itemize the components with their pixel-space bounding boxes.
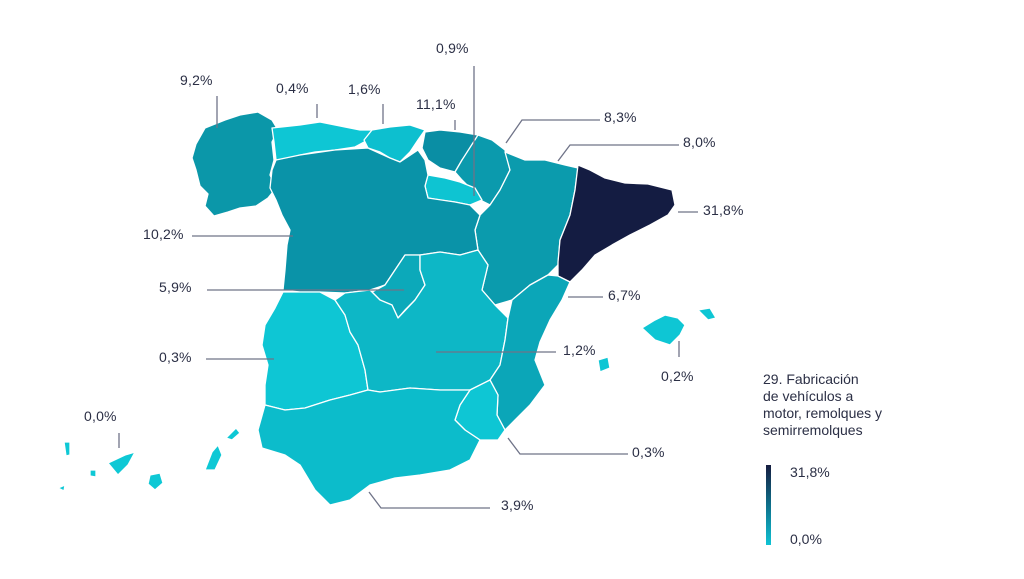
label-cantabria: 1,6% [348, 81, 381, 97]
region-canarias-fuerteventura[interactable] [204, 444, 223, 471]
label-pais-vasco: 11,1% [416, 96, 456, 112]
label-extremadura: 0,3% [159, 349, 192, 365]
leader-andalucia [368, 491, 490, 509]
label-madrid: 5,9% [159, 279, 192, 295]
label-castilla-leon: 10,2% [143, 226, 184, 242]
legend: 29. Fabricación de vehículos a motor, re… [763, 371, 953, 547]
legend-title-line: 29. Fabricación [763, 371, 859, 387]
label-castilla-la-mancha: 1,2% [563, 342, 596, 358]
region-canarias-tenerife[interactable] [107, 451, 136, 476]
label-la-rioja: 0,9% [436, 40, 469, 56]
region-cantabria[interactable] [363, 124, 426, 163]
region-canarias-la-gomera[interactable] [89, 469, 97, 478]
legend-title-line: de vehículos a [763, 388, 854, 404]
region-galicia[interactable] [191, 111, 279, 217]
legend-title-line: semirremolques [763, 422, 863, 438]
legend-min-label: 0,0% [790, 531, 822, 547]
label-aragon: 8,0% [683, 134, 716, 150]
label-cataluna: 31,8% [703, 202, 744, 218]
region-canarias-la-palma[interactable] [63, 441, 71, 457]
legend-title-line: motor, remolques y [763, 405, 883, 421]
region-canarias-el-hierro[interactable] [57, 484, 66, 492]
region-menorca[interactable] [697, 307, 717, 321]
label-asturias: 0,4% [276, 80, 309, 96]
leader-aragon [557, 144, 679, 162]
region-navarra[interactable] [454, 134, 511, 206]
region-canarias-lanzarote[interactable] [225, 427, 241, 441]
label-navarra: 8,3% [604, 109, 637, 125]
region-ibiza[interactable] [597, 356, 611, 373]
region-canarias-gran-canaria[interactable] [147, 472, 164, 491]
label-murcia: 0,3% [632, 444, 665, 460]
label-valenciana: 6,7% [608, 287, 641, 303]
label-canarias: 0,0% [84, 408, 117, 424]
label-andalucia: 3,9% [501, 497, 534, 513]
region-andalucia[interactable] [257, 387, 481, 506]
legend-title: 29. Fabricación de vehículos a motor, re… [763, 371, 953, 439]
label-galicia: 9,2% [180, 72, 213, 88]
legend-color-scale [766, 465, 771, 545]
label-baleares: 0,2% [661, 368, 694, 384]
region-cataluna[interactable] [557, 164, 676, 283]
region-mallorca[interactable] [641, 314, 686, 346]
legend-max-label: 31,8% [790, 464, 830, 480]
leader-murcia [507, 437, 628, 455]
leader-navarra [505, 119, 600, 144]
